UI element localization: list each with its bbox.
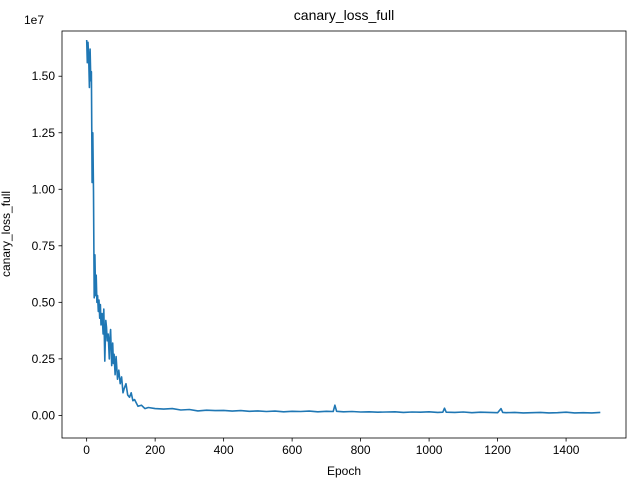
chart-title: canary_loss_full xyxy=(294,7,394,23)
y-tick-label: 1.50 xyxy=(32,69,56,83)
series-line-0 xyxy=(85,39,601,414)
plot-area: 0 200 400 600 800 1000 1200 1400 0.00 0.25 0.50 0.7… xyxy=(32,30,627,457)
y-tick-label: 1.00 xyxy=(32,182,56,196)
y-tick-label: 0.50 xyxy=(32,295,56,309)
x-tick-label: 200 xyxy=(145,443,165,457)
y-tick-label: 0.00 xyxy=(32,408,56,422)
x-axis-label: Epoch xyxy=(327,464,361,478)
y-axis-label: canary_loss_full xyxy=(0,191,13,277)
x-tick-label: 0 xyxy=(83,443,90,457)
y-tick-label: 0.75 xyxy=(32,239,56,253)
x-tick-label: 1000 xyxy=(416,443,443,457)
x-tick-label: 800 xyxy=(351,443,371,457)
axes-frame xyxy=(61,30,627,439)
y-axis-offset-text: 1e7 xyxy=(24,13,44,27)
x-tick-label: 400 xyxy=(214,443,234,457)
x-tick-label: 1200 xyxy=(484,443,511,457)
y-tick-label: 1.25 xyxy=(32,126,56,140)
x-tick-label: 600 xyxy=(282,443,302,457)
y-tick-label: 0.25 xyxy=(32,352,56,366)
x-tick-label: 1400 xyxy=(553,443,580,457)
